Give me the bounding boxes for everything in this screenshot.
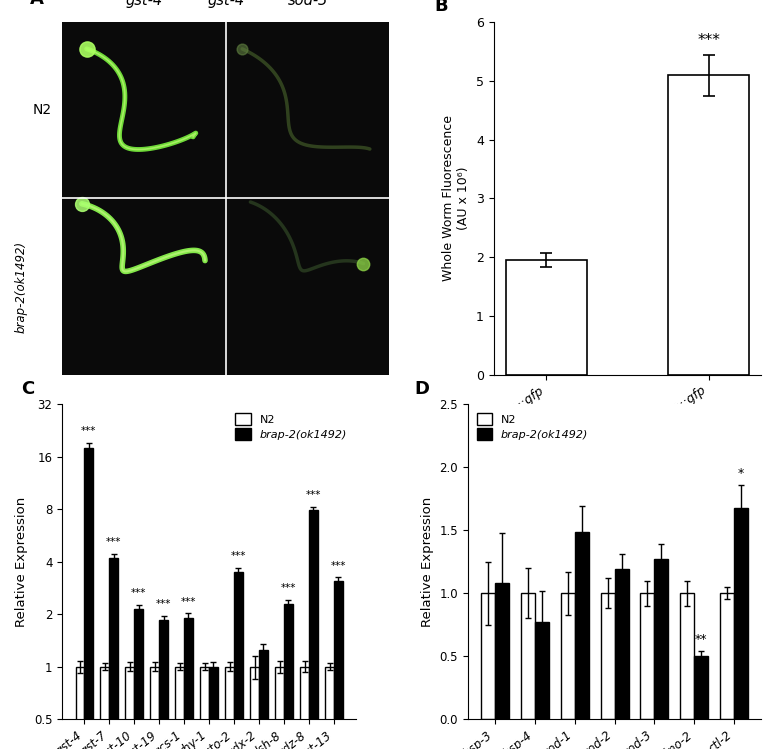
Bar xyxy=(734,508,748,719)
Text: ***: *** xyxy=(280,583,296,593)
Point xyxy=(357,258,370,270)
Text: **: ** xyxy=(695,633,708,646)
Bar xyxy=(654,560,668,719)
Y-axis label: Relative Expression: Relative Expression xyxy=(16,497,29,627)
Bar xyxy=(309,510,318,749)
Text: A: A xyxy=(30,0,44,8)
Point xyxy=(236,43,249,55)
Point xyxy=(75,198,88,210)
Legend: N2, brap-2(ok1492): N2, brap-2(ok1492) xyxy=(232,410,350,443)
Bar xyxy=(640,593,654,719)
Y-axis label: Relative Expression: Relative Expression xyxy=(420,497,434,627)
Text: brap-2(ok1492): brap-2(ok1492) xyxy=(15,240,28,333)
Text: N2: N2 xyxy=(33,103,52,118)
Text: ***: *** xyxy=(156,599,171,609)
Text: ***: *** xyxy=(330,560,346,571)
Text: gst-4: gst-4 xyxy=(125,0,162,8)
Bar xyxy=(75,667,84,749)
Bar xyxy=(601,593,615,719)
Text: ***: *** xyxy=(181,597,196,607)
Bar xyxy=(535,622,549,719)
Bar xyxy=(521,593,535,719)
Bar xyxy=(668,76,749,374)
Bar xyxy=(84,448,93,749)
Bar xyxy=(506,260,587,374)
Bar xyxy=(720,593,734,719)
Text: *: * xyxy=(738,467,744,480)
Bar xyxy=(225,667,234,749)
Bar xyxy=(151,667,159,749)
Bar xyxy=(561,593,575,719)
Bar xyxy=(284,604,293,749)
Bar xyxy=(176,667,184,749)
Text: ***: *** xyxy=(81,426,96,437)
Text: gst-4: gst-4 xyxy=(207,0,245,8)
Bar xyxy=(100,667,110,749)
Text: ***: *** xyxy=(231,551,246,561)
Legend: N2, brap-2(ok1492): N2, brap-2(ok1492) xyxy=(473,410,591,443)
Bar xyxy=(300,667,309,749)
Text: sod-3: sod-3 xyxy=(287,0,328,8)
Bar xyxy=(325,667,334,749)
Bar xyxy=(695,656,709,719)
Bar xyxy=(184,618,193,749)
Bar xyxy=(259,649,268,749)
Bar xyxy=(159,620,168,749)
Bar xyxy=(334,581,343,749)
Text: C: C xyxy=(21,380,34,398)
Bar xyxy=(615,569,629,719)
Bar xyxy=(495,583,509,719)
Text: ***: *** xyxy=(131,588,146,598)
Bar xyxy=(209,667,218,749)
Bar xyxy=(575,532,589,719)
Bar xyxy=(125,667,134,749)
Bar xyxy=(681,593,695,719)
Text: B: B xyxy=(434,0,448,16)
Text: ***: *** xyxy=(106,537,121,547)
Text: ***: *** xyxy=(697,33,720,48)
Bar xyxy=(134,609,143,749)
Bar xyxy=(275,667,284,749)
Bar xyxy=(200,667,209,749)
Bar xyxy=(110,558,118,749)
Text: ***: *** xyxy=(305,491,321,500)
Bar xyxy=(234,571,242,749)
Text: D: D xyxy=(415,380,430,398)
Bar xyxy=(250,667,259,749)
Y-axis label: Whole Worm Fluorescence
(AU x 10⁶): Whole Worm Fluorescence (AU x 10⁶) xyxy=(442,115,470,282)
Point xyxy=(81,43,93,55)
Bar xyxy=(481,593,495,719)
